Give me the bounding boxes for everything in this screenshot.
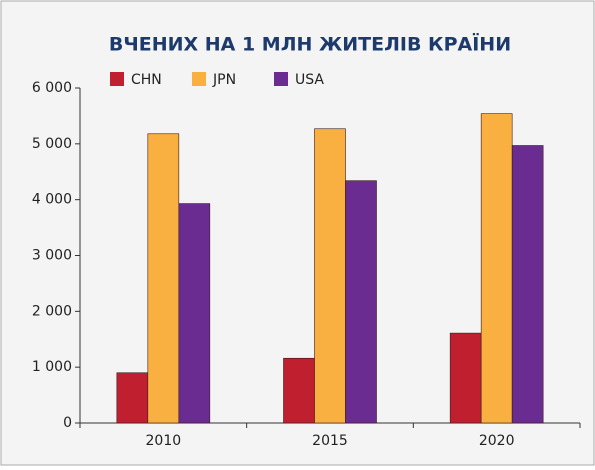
y-tick-label: 3 000: [32, 248, 72, 264]
bar: [147, 133, 180, 424]
bar: [178, 203, 211, 424]
x-tick-label: 2015: [312, 433, 348, 449]
bar: [480, 113, 513, 424]
legend-swatch: [110, 72, 124, 86]
legend-label: USA: [295, 72, 324, 88]
bar: [314, 128, 346, 424]
bar: [283, 357, 315, 424]
legend-label: JPN: [212, 72, 236, 88]
y-tick-label: 6 000: [32, 80, 72, 96]
legend-swatch: [192, 72, 206, 86]
y-tick-label: 1 000: [32, 359, 72, 375]
chart-title: ВЧЕНИХ НА 1 МЛН ЖИТЕЛІВ КРАЇНИ: [109, 32, 511, 56]
x-tick-label: 2010: [146, 433, 182, 449]
bar: [116, 372, 149, 424]
x-tick-label: 2020: [479, 433, 515, 449]
y-tick-label: 2 000: [32, 303, 72, 319]
bar: [345, 180, 377, 424]
bar: [449, 332, 482, 424]
y-tick-label: 5 000: [32, 136, 72, 152]
y-tick-label: 0: [63, 415, 72, 431]
legend-swatch: [274, 72, 288, 86]
bar: [511, 145, 544, 424]
legend-label: CHN: [131, 72, 162, 88]
y-tick-label: 4 000: [32, 192, 72, 208]
